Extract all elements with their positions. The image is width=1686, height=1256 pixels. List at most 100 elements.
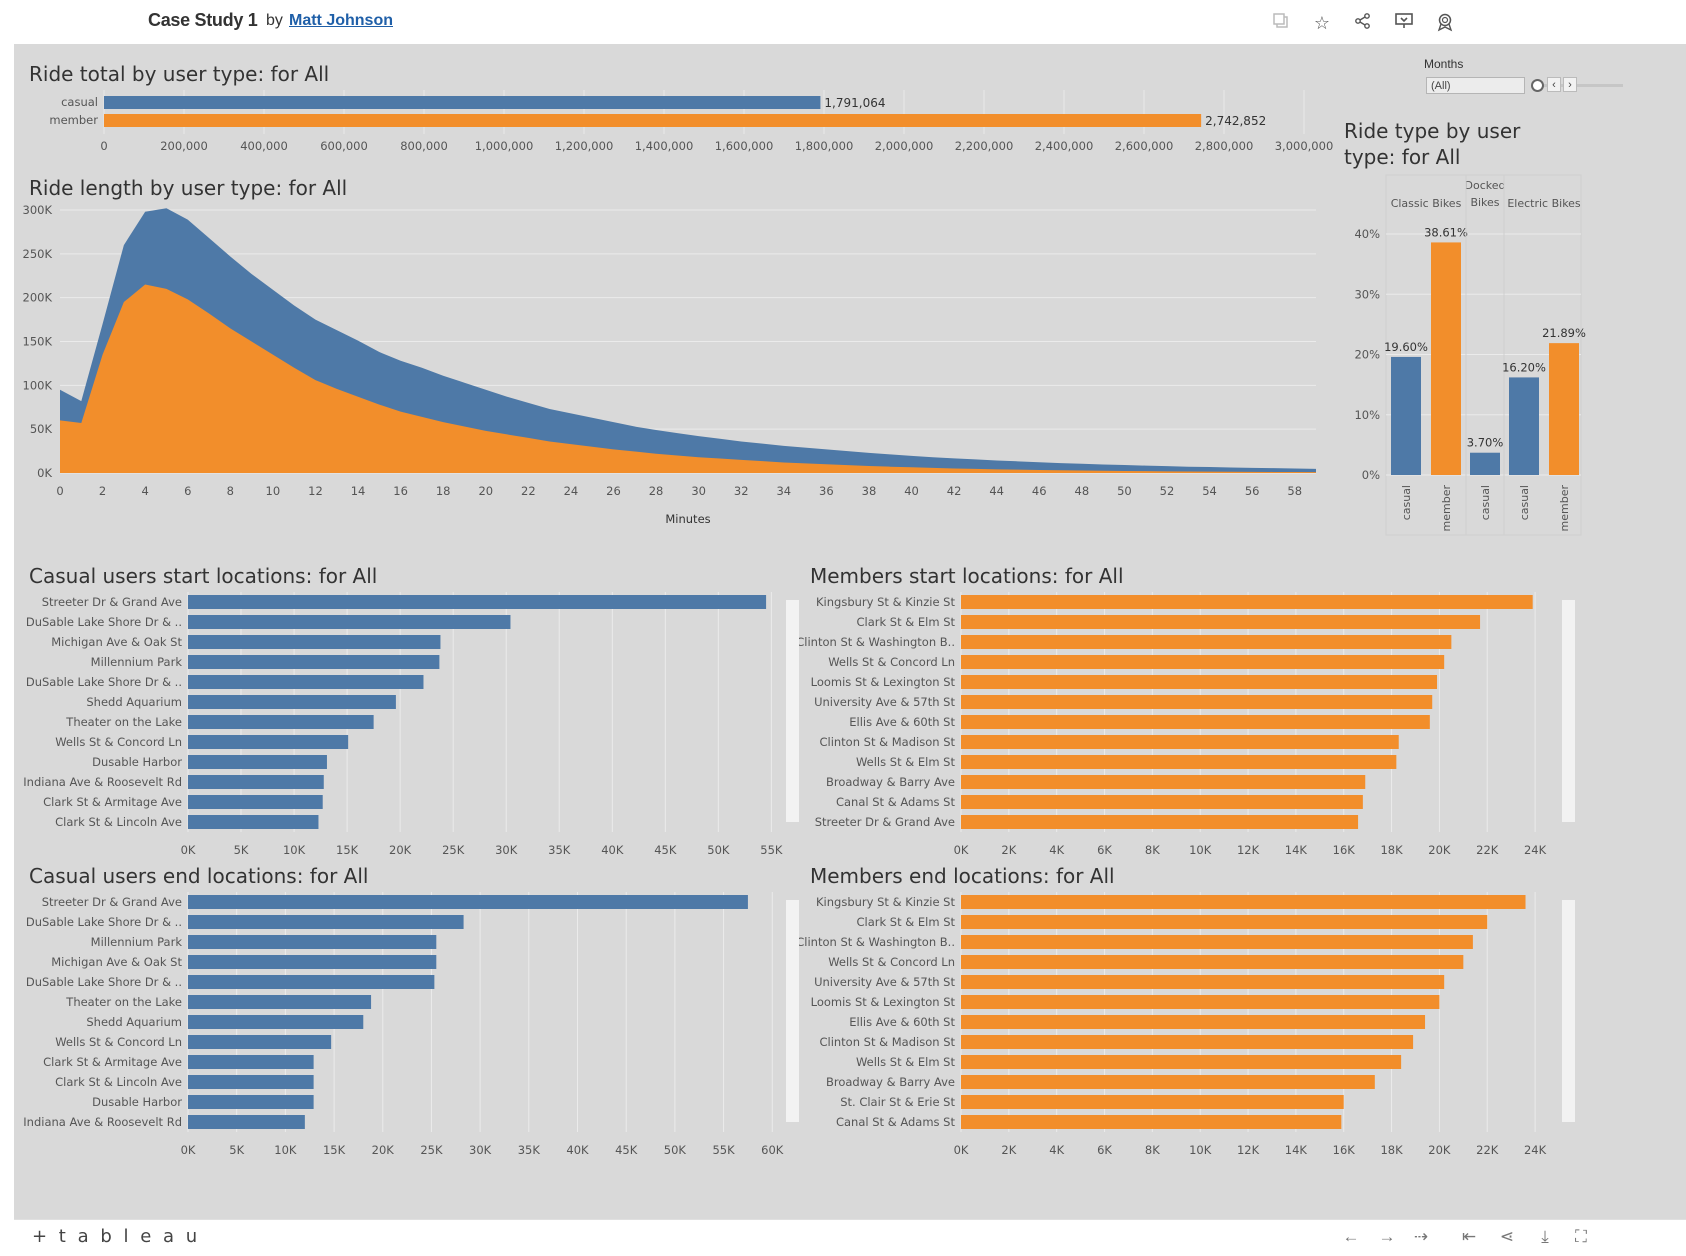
reset-icon[interactable]: ⇤ — [1461, 1227, 1477, 1246]
user-label: casual — [1479, 485, 1492, 520]
bar-member — [1549, 343, 1579, 475]
x-tick-label: 2,600,000 — [1115, 139, 1174, 153]
casual-start-scrollbar[interactable] — [786, 600, 799, 822]
x-tick-label: 4K — [1049, 843, 1064, 857]
x-tick-label: 22K — [1476, 843, 1499, 857]
category-label: member — [49, 113, 98, 127]
y-tick-label: 10% — [1354, 408, 1380, 422]
x-tick-label: 55K — [712, 1143, 735, 1157]
location-bar — [961, 755, 1397, 769]
comment-icon[interactable] — [1393, 12, 1415, 34]
location-label: Wells St & Concord Ln — [55, 1035, 182, 1049]
location-bar — [961, 1095, 1344, 1109]
x-tick-label: 45K — [654, 843, 677, 857]
location-label: Clinton St & Washington B.. — [796, 935, 955, 949]
x-tick-label: 200,000 — [160, 139, 208, 153]
location-bar — [188, 915, 464, 929]
location-bar — [188, 615, 511, 629]
location-bar — [188, 1035, 332, 1049]
months-filter-select[interactable]: (All) — [1426, 77, 1525, 94]
location-label: Clark St & Elm St — [856, 915, 955, 929]
location-label: Dusable Harbor — [92, 1095, 182, 1109]
location-label: Dusable Harbor — [92, 755, 182, 769]
months-slider-track[interactable] — [1538, 84, 1623, 87]
location-label: Millennium Park — [91, 935, 183, 949]
ride-type-chart: 0% 10% 20% 30% 40% Classic Bikes 19.60% casual 3… — [1354, 174, 1586, 536]
location-bar — [961, 915, 1488, 929]
x-tick-label: 2K — [1001, 1143, 1016, 1157]
undo-icon[interactable]: ← — [1342, 1227, 1360, 1246]
revert-icon[interactable]: ⇢ — [1413, 1227, 1429, 1246]
fullscreen-icon[interactable]: ⛶ — [1575, 1227, 1587, 1246]
x-tick-label: 20K — [1428, 843, 1451, 857]
x-tick-label: 36 — [819, 484, 834, 498]
x-tick-label: 40K — [601, 843, 624, 857]
x-tick-label: 20K — [1428, 1143, 1451, 1157]
x-tick-label: 1,200,000 — [555, 139, 614, 153]
x-tick-label: 45K — [615, 1143, 638, 1157]
x-tick-label: 50K — [707, 843, 730, 857]
x-tick-label: 50K — [664, 1143, 687, 1157]
x-tick-label: 20K — [372, 1143, 395, 1157]
value-label: 1,791,064 — [824, 96, 885, 110]
location-bar — [188, 735, 349, 749]
x-tick-label: 10K — [1189, 1143, 1212, 1157]
group-label: Classic Bikes — [1391, 197, 1462, 210]
bar-casual — [1391, 356, 1421, 475]
casual-end-chart: 0K 5K 10K 15K 20K 25K 30K 35K 40K 45K 50K 55K 60K Str… — [23, 892, 784, 1157]
prev-month-button[interactable]: ‹ — [1547, 77, 1561, 92]
footer-share-icon[interactable]: ⋖ — [1499, 1227, 1515, 1246]
location-bar — [188, 1015, 364, 1029]
redo-icon[interactable]: → — [1378, 1227, 1396, 1246]
category-label: casual — [61, 95, 98, 109]
x-tick-label: 0K — [181, 843, 196, 857]
member-start-scrollbar[interactable] — [1562, 600, 1575, 822]
casual-end-scrollbar[interactable] — [786, 900, 799, 1122]
location-label: Michigan Ave & Oak St — [51, 635, 182, 649]
author-link[interactable]: Matt Johnson — [289, 12, 393, 29]
x-tick-label: 0K — [181, 1143, 196, 1157]
x-tick-label: 8K — [1145, 843, 1160, 857]
location-label: University Ave & 57th St — [814, 695, 955, 709]
x-tick-label: 18K — [1380, 843, 1403, 857]
location-label: DuSable Lake Shore Dr & .. — [26, 915, 182, 929]
x-tick-label: 4 — [141, 484, 148, 498]
group-label: Electric Bikes — [1507, 197, 1581, 210]
badge-icon[interactable] — [1434, 12, 1456, 34]
ridetype-chart-title: Ride type by user type: for All — [1344, 119, 1521, 169]
location-label: Kingsbury St & Kinzie St — [816, 895, 955, 909]
x-tick-label: 16K — [1333, 843, 1356, 857]
x-tick-label: 16K — [1333, 1143, 1356, 1157]
x-tick-label: 34 — [776, 484, 791, 498]
months-slider-handle[interactable] — [1531, 79, 1544, 92]
x-tick-label: 600,000 — [320, 139, 368, 153]
bar-member — [104, 114, 1202, 127]
next-month-button[interactable]: › — [1563, 77, 1577, 92]
months-filter-label: Months — [1424, 57, 1464, 71]
member-start-chart: 0K 2K 4K 6K 8K 10K 12K 14K 16K 18K 20K 22K 24K Kingsb… — [796, 592, 1547, 857]
bar-casual — [1509, 377, 1539, 475]
location-bar — [961, 795, 1363, 809]
copy-icon[interactable] — [1270, 12, 1292, 34]
value-label: 16.20% — [1502, 360, 1546, 374]
location-label: Ellis Ave & 60th St — [849, 715, 955, 729]
x-tick-label: 24K — [1524, 1143, 1547, 1157]
share-icon[interactable] — [1352, 12, 1374, 34]
download-icon[interactable]: ⤓ — [1541, 1227, 1549, 1246]
ride-total-chart: 0 200,000 400,000 600,000 800,000 1,000,000 1,… — [49, 90, 1333, 153]
location-label: Canal St & Adams St — [836, 1115, 956, 1129]
location-bar — [188, 795, 323, 809]
location-label: Loomis St & Lexington St — [811, 675, 956, 689]
x-tick-label: 50 — [1117, 484, 1132, 498]
star-icon[interactable]: ☆ — [1313, 13, 1331, 33]
member-end-scrollbar[interactable] — [1562, 900, 1575, 1122]
location-label: Shedd Aquarium — [86, 1015, 182, 1029]
y-tick-label: 200K — [23, 291, 53, 305]
location-label: Kingsbury St & Kinzie St — [816, 595, 955, 609]
location-bar — [961, 1115, 1342, 1129]
location-bar — [961, 1035, 1414, 1049]
location-bar — [961, 595, 1533, 609]
x-tick-label: 56 — [1245, 484, 1260, 498]
x-tick-label: 12K — [1237, 843, 1260, 857]
